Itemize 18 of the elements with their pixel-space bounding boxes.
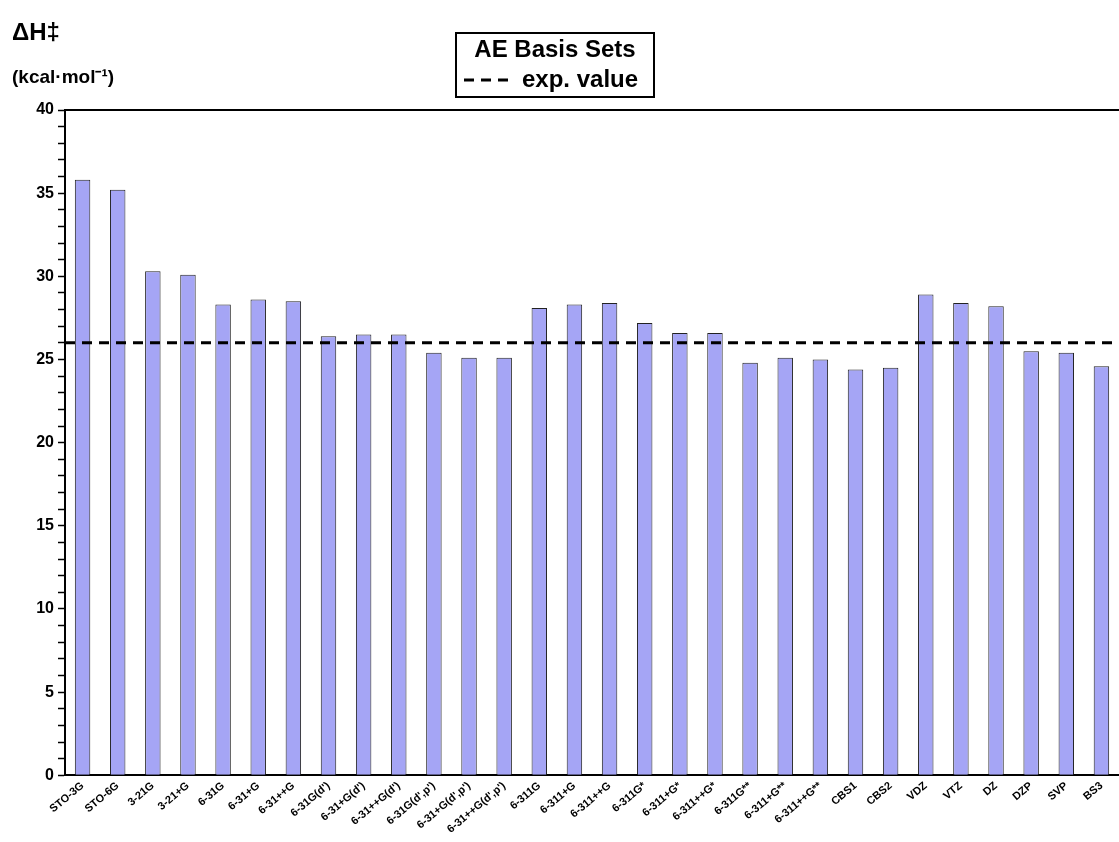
y-axis-title: ΔH‡ (kcal·mol⁻¹) [12,18,115,87]
legend-title: AE Basis Sets [474,34,636,62]
y-tick-label: 5 [45,682,55,700]
y-tick-label: 35 [36,183,55,201]
y-tick-label: 25 [36,349,55,367]
x-tick-label: VDZ [904,778,930,803]
y-tick-label: 0 [45,765,55,783]
x-tick-label: BS3 [1080,779,1105,802]
y-tick-label: 40 [36,100,55,118]
y-tick-label: 10 [36,599,55,617]
x-tick-label: DZP [1009,779,1035,803]
y-tick-label: 20 [36,433,55,451]
legend-label: exp. value [522,64,639,92]
y-tick-label: 15 [36,516,55,534]
x-tick-label: VTZ [940,778,965,802]
x-tick-label: SVP [1044,779,1070,803]
x-tick-label: DZ [980,778,1000,798]
y-tick-label: 30 [36,266,55,284]
